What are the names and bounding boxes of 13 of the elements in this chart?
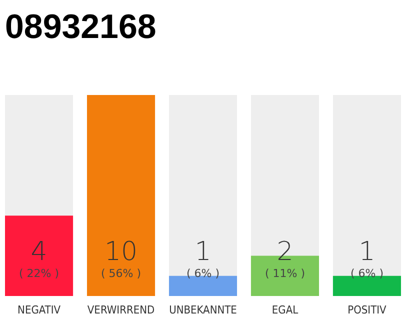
annotation: ( 56% ) <box>100 267 142 280</box>
x-tick-label: POSITIV <box>348 304 387 316</box>
x-tick-label: NEGATIV <box>18 304 61 316</box>
annotation: ( 11% ) <box>264 267 306 280</box>
data-label: 1 <box>358 237 376 267</box>
data-label: 10 <box>104 237 138 267</box>
chart-title: 08932168 <box>5 8 156 46</box>
x-tick-label: VERWIRREND <box>87 304 155 316</box>
data-label: 1 <box>194 237 212 267</box>
annotation: ( 22% ) <box>19 267 60 280</box>
x-tick-label: UNBEKANNTE <box>169 304 237 316</box>
x-tick-label: EGAL <box>272 304 299 316</box>
data-label: 4 <box>30 237 48 267</box>
